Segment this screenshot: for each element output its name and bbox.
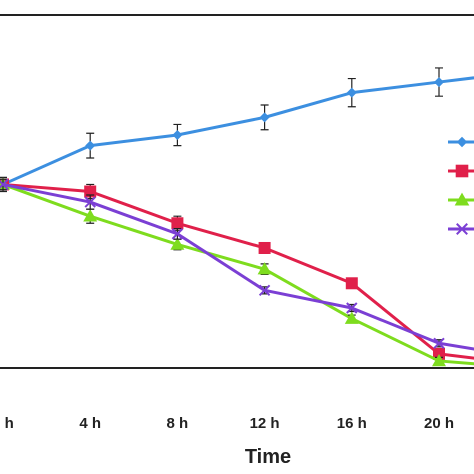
x-tick-labels: 0 h4 h8 h12 h16 h20 h24 h — [0, 415, 454, 432]
data-point — [344, 311, 359, 324]
x-tick-label: 8 h — [167, 415, 189, 432]
data-point — [257, 262, 272, 275]
x-tick-label: 0 h — [0, 415, 14, 432]
data-point — [170, 237, 185, 250]
legend-marker — [456, 136, 468, 148]
plot-frame — [0, 14, 474, 369]
data-point — [432, 353, 446, 367]
data-point — [434, 77, 444, 88]
legend-marker — [454, 192, 470, 206]
series-3 — [0, 177, 474, 367]
data-point — [171, 217, 184, 230]
data-point — [172, 130, 183, 141]
legend-marker — [456, 223, 468, 235]
data-point — [258, 241, 271, 254]
series-4 — [0, 178, 474, 351]
series-1 — [0, 67, 474, 193]
data-point — [346, 87, 357, 98]
x-tick-label: 16 h — [337, 415, 367, 432]
data-point — [84, 196, 96, 208]
legend-marker — [455, 164, 469, 178]
data-point — [345, 277, 358, 290]
series-layer — [0, 67, 474, 367]
data-point — [85, 140, 96, 151]
data-point — [171, 228, 184, 240]
data-point — [83, 209, 98, 222]
data-point — [346, 302, 358, 314]
x-axis-title: Time — [245, 446, 291, 468]
data-point — [0, 178, 9, 191]
x-tick-label: 4 h — [79, 415, 101, 432]
x-tick-label: 20 h — [424, 415, 454, 432]
series-3-line — [2, 183, 474, 366]
x-tick-label: 12 h — [250, 415, 280, 432]
data-point — [259, 112, 270, 123]
legend — [448, 136, 474, 235]
data-point — [433, 337, 445, 349]
data-point — [258, 284, 271, 297]
series-2 — [0, 178, 474, 360]
series-1-line — [2, 76, 474, 186]
